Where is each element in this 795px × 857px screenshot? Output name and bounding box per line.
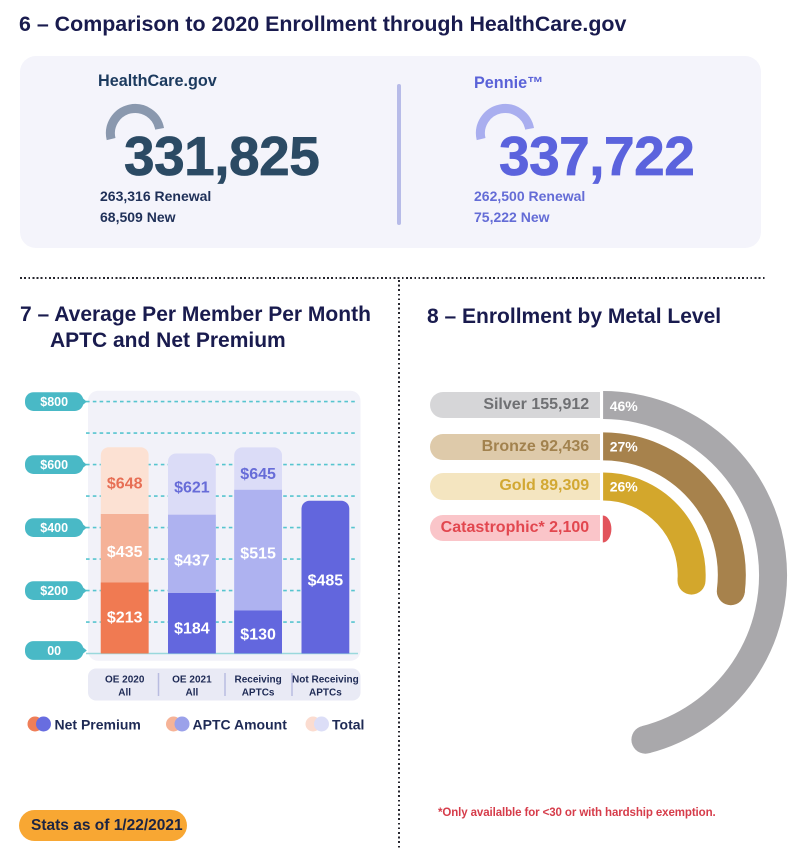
svg-text:$515: $515	[240, 545, 276, 562]
svg-text:Receiving: Receiving	[234, 675, 281, 686]
svg-text:Not Receiving: Not Receiving	[292, 675, 359, 686]
svg-text:$800: $800	[40, 395, 68, 409]
svg-text:26%: 26%	[610, 479, 639, 495]
svg-text:$437: $437	[174, 553, 210, 570]
svg-text:All: All	[118, 688, 131, 699]
svg-text:APTCs: APTCs	[309, 688, 342, 699]
svg-text:OE 2020: OE 2020	[105, 675, 145, 686]
svg-text:OE 2021: OE 2021	[172, 675, 212, 686]
svg-text:$213: $213	[107, 609, 143, 626]
svg-text:APTC Amount: APTC Amount	[193, 717, 288, 733]
svg-text:$400: $400	[40, 521, 68, 535]
svg-text:$435: $435	[107, 544, 143, 561]
svg-text:27%: 27%	[610, 438, 639, 454]
svg-text:Net Premium: Net Premium	[55, 717, 141, 733]
svg-text:$485: $485	[308, 572, 344, 589]
svg-text:Total: Total	[332, 717, 364, 733]
svg-text:All: All	[186, 688, 199, 699]
svg-text:$200: $200	[40, 584, 68, 598]
svg-text:$184: $184	[174, 621, 210, 638]
svg-text:$648: $648	[107, 476, 143, 493]
svg-text:$645: $645	[240, 466, 276, 483]
svg-text:$621: $621	[174, 480, 210, 497]
svg-text:00: 00	[47, 644, 61, 658]
svg-text:$600: $600	[40, 458, 68, 472]
svg-text:APTCs: APTCs	[242, 688, 275, 699]
svg-text:$130: $130	[240, 627, 276, 644]
svg-text:46%: 46%	[610, 398, 639, 414]
